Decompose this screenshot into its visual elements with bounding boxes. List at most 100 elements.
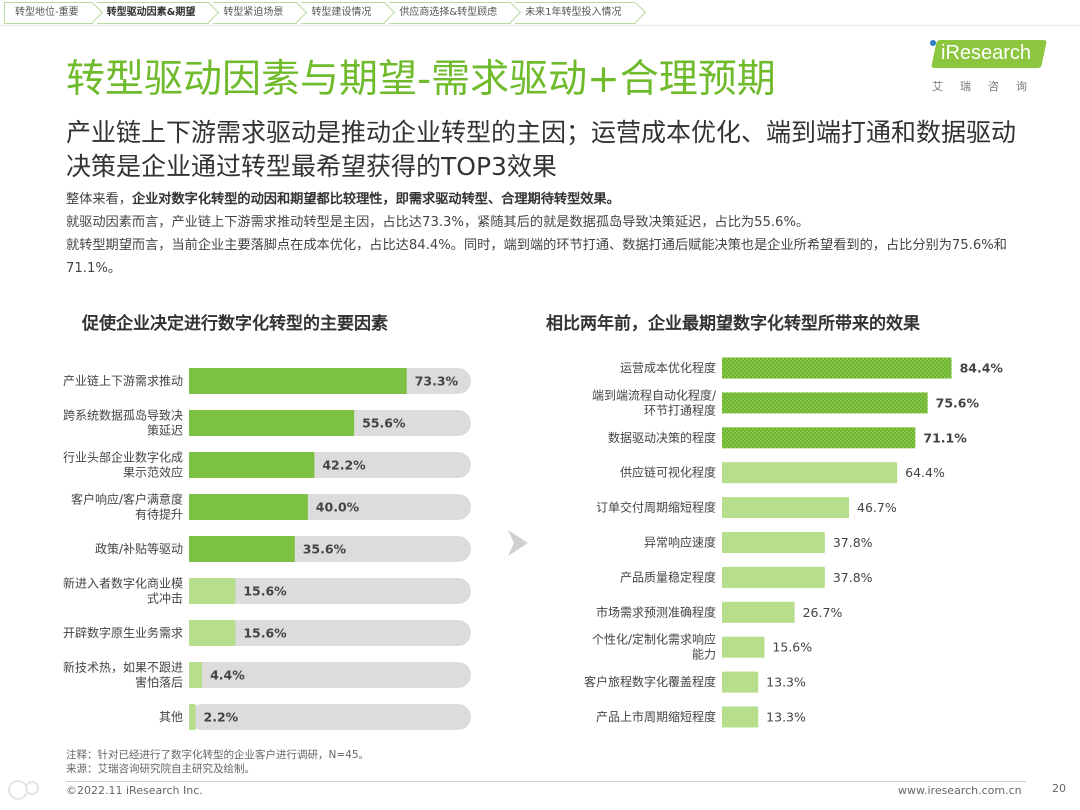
right-chart-category-label: 市场需求预测准确程度 [596, 604, 716, 619]
right-chart-bar [722, 601, 795, 623]
right-chart-value-label: 13.3% [766, 710, 806, 725]
right-chart-bar [722, 462, 898, 484]
left-chart-category-label: 式冲击 [147, 591, 183, 606]
left-chart-bar [189, 494, 308, 520]
right-chart-category-label: 端到端流程自动化程度/ [592, 387, 717, 402]
left-chart-bar [189, 368, 407, 394]
arrow-right-icon [508, 530, 528, 556]
right-chart-bar [722, 671, 759, 693]
left-chart-value-label: 73.3% [415, 374, 459, 389]
right-chart-category-label: 产品上市周期缩短程度 [596, 709, 716, 724]
page-number: 20 [1052, 782, 1066, 795]
right-chart-bar [722, 706, 759, 728]
left-chart-track [189, 662, 471, 688]
left-chart-value-label: 15.6% [243, 584, 287, 599]
right-chart-category-label: 环节打通程度 [644, 402, 716, 417]
logo-brand: iResearch [941, 42, 1032, 64]
left-chart-bar [189, 620, 236, 646]
left-chart-bar [189, 662, 203, 688]
summary-paragraph-3: 就转型期望而言，当前企业主要落脚点在成本优化，占比达84.4%。同时，端到端的环… [66, 238, 1007, 276]
right-chart-category-label: 订单交付周期缩短程度 [596, 500, 716, 515]
tab-drivers-expectations[interactable]: 转型驱动因素&期望 [96, 2, 210, 24]
left-chart-category-label: 新技术热，如果不跟进 [63, 660, 183, 675]
left-chart-bar [189, 410, 355, 436]
left-chart-value-label: 42.2% [322, 458, 366, 473]
left-chart-category-label: 害怕落后 [135, 675, 183, 690]
page-subtitle: 产业链上下游需求驱动是推动企业转型的主因；运营成本优化、端到端打通和数据驱动决策… [66, 118, 1017, 181]
left-chart-bar [189, 578, 236, 604]
left-chart-track [189, 578, 471, 604]
right-chart-category-label: 个性化/定制化需求响应 [592, 632, 716, 647]
right-chart-bar [722, 636, 765, 658]
logo-subtitle: 艾瑞咨询 [932, 80, 1044, 93]
right-chart-title: 相比两年前，企业最期望数字化转型所带来的效果 [546, 314, 920, 334]
right-chart-category-label: 客户旅程数字化覆盖程度 [584, 674, 716, 689]
footnote-note: 注释：针对已经进行了数字化转型的企业客户进行调研，N=45。 [66, 749, 370, 761]
tab-future-investment[interactable]: 未来1年转型投入情况 [515, 2, 636, 24]
tab-urgent-scenarios[interactable]: 转型紧迫场景 [213, 2, 298, 24]
left-chart-category-label: 果示范效应 [123, 465, 183, 480]
left-chart-category-label: 开辟数字原生业务需求 [63, 625, 183, 640]
right-chart-value-label: 84.4% [960, 361, 1004, 376]
summary-paragraph-2: 就驱动因素而言，产业链上下游需求推动转型是主因，占比达73.3%，紧随其后的就是… [66, 215, 810, 230]
right-chart-category-label: 能力 [692, 648, 716, 662]
left-chart-category-label: 客户响应/客户满意度 [71, 492, 183, 507]
right-chart-category-label: 异常响应速度 [644, 535, 716, 550]
left-chart-category-label: 新进入者数字化商业模 [63, 576, 183, 591]
left-chart-track [189, 620, 471, 646]
right-chart-value-label: 26.7% [803, 605, 843, 620]
top-nav: 转型地位-重要 转型驱动因素&期望 转型紧迫场景 转型建设情况 供应商选择&转型… [4, 2, 640, 24]
right-chart-value-label: 64.4% [905, 465, 945, 480]
left-chart-bar [189, 536, 295, 562]
right-chart-value-label: 75.6% [936, 395, 980, 410]
right-chart-bar [722, 357, 952, 379]
website-link[interactable]: www.iresearch.com.cn [898, 784, 1022, 797]
tab-construction-status[interactable]: 转型建设情况 [301, 2, 386, 24]
page-title: 转型驱动因素与期望-需求驱动+合理预期 [66, 57, 776, 102]
right-chart-bar [722, 427, 916, 449]
left-chart-track [189, 704, 471, 730]
right-chart-category-label: 供应链可视化程度 [620, 465, 716, 480]
left-chart-category-label: 行业头部企业数字化成 [63, 450, 183, 465]
nav-divider [0, 25, 1080, 26]
left-chart-category-label: 有待提升 [135, 507, 183, 522]
right-chart-category-label: 数据驱动决策的程度 [608, 430, 716, 445]
left-chart-value-label: 40.0% [316, 500, 360, 515]
left-chart-category-label: 策延迟 [147, 424, 183, 438]
right-chart-value-label: 15.6% [772, 640, 812, 655]
left-chart-title: 促使企业决定进行数字化转型的主要因素 [82, 314, 388, 334]
right-chart-bar [722, 392, 928, 414]
left-chart-bar [189, 704, 196, 730]
right-chart-bar [722, 532, 825, 553]
left-chart-value-label: 15.6% [243, 626, 287, 641]
left-chart-bar [189, 452, 315, 478]
right-chart-value-label: 13.3% [766, 675, 806, 690]
right-chart-value-label: 71.1% [923, 430, 967, 445]
left-chart-category-label: 跨系统数据孤岛导致决 [63, 408, 183, 423]
footnote-source: 来源：艾瑞咨询研究院自主研究及绘制。 [66, 763, 255, 775]
summary-lead: 整体来看， [66, 192, 132, 207]
tab-vendor-selection[interactable]: 供应商选择&转型顾虑 [389, 2, 512, 24]
left-chart-value-label: 4.4% [210, 668, 245, 683]
right-chart-category-label: 运营成本优化程度 [620, 360, 716, 375]
left-chart-category-label: 政策/补贴等驱动 [95, 542, 183, 556]
left-chart-value-label: 2.2% [204, 710, 239, 725]
left-chart-category-label: 其他 [159, 710, 183, 724]
watermark-icon [8, 780, 39, 800]
copyright: ©2022.11 iResearch Inc. [66, 784, 203, 797]
right-chart-value-label: 46.7% [857, 500, 897, 515]
footnotes: 注释：针对已经进行了数字化转型的企业客户进行调研，N=45。 来源：艾瑞咨询研究… [66, 748, 369, 776]
footer-divider [66, 781, 1026, 782]
tab-transformation-status[interactable]: 转型地位-重要 [4, 2, 93, 24]
right-chart-value-label: 37.8% [833, 570, 873, 585]
left-chart-category-label: 产业链上下游需求推动 [63, 373, 183, 388]
left-chart-value-label: 35.6% [303, 542, 347, 557]
summary-text: 整体来看，企业对数字化转型的动因和期望都比较理性，即需求驱动转型、合理期待转型效… [66, 188, 1026, 280]
right-chart-category-label: 产品质量稳定程度 [620, 569, 716, 584]
summary-bold: 企业对数字化转型的动因和期望都比较理性，即需求驱动转型、合理期待转型效果。 [131, 192, 620, 207]
summary-paragraph-1: 整体来看，企业对数字化转型的动因和期望都比较理性，即需求驱动转型、合理期待转型效… [66, 188, 1026, 211]
right-chart-bar [722, 566, 825, 588]
right-chart-bar [722, 497, 850, 519]
left-chart-value-label: 55.6% [362, 416, 406, 431]
